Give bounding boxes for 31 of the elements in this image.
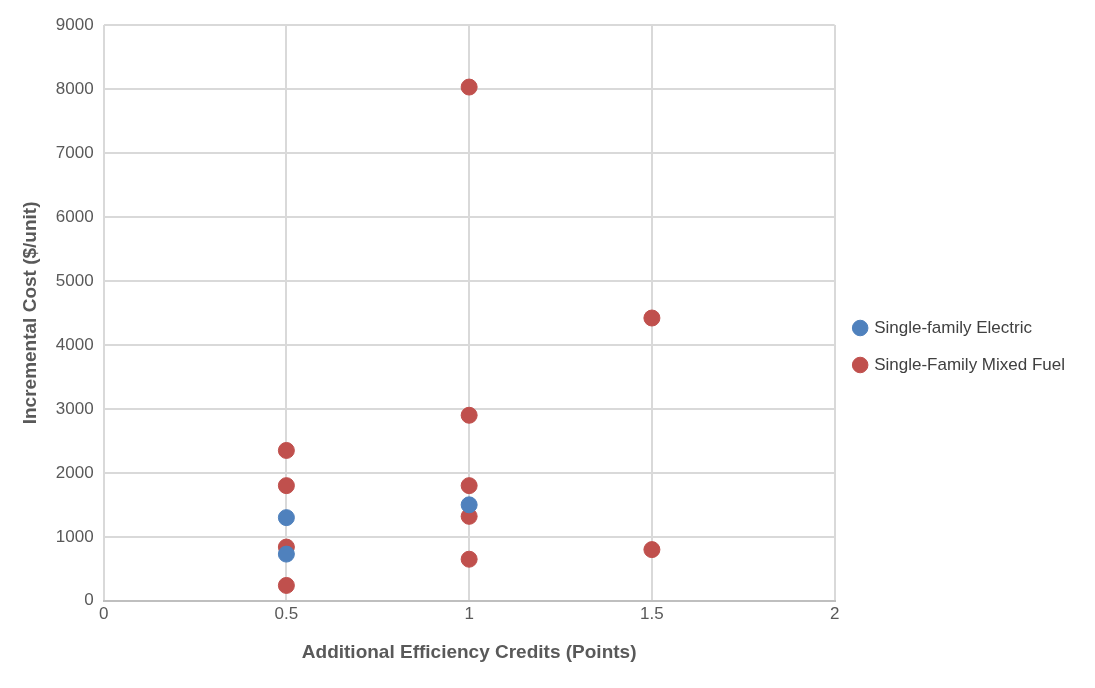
y-tick-label: 0 (84, 590, 94, 610)
y-tick-label: 6000 (55, 206, 94, 226)
y-tick-label: 4000 (55, 334, 94, 354)
x-tick-label: 2 (829, 603, 840, 623)
point (643, 541, 661, 559)
point (643, 309, 661, 327)
y-tick-label: 1000 (55, 526, 94, 546)
y-tick-label: 5000 (55, 270, 94, 290)
x-axis-title: Additional Efficiency Credits (Points) (301, 640, 637, 662)
y-axis-title: Incremental Cost ($/unit) (18, 201, 40, 425)
y-tick-label: 9000 (55, 14, 94, 34)
legend-label: Single-Family Mixed Fuel (874, 354, 1066, 374)
x-tick-label: 0 (98, 603, 109, 623)
point (277, 441, 295, 459)
point (460, 496, 478, 514)
x-tick-label: 1 (464, 603, 474, 623)
y-tick-label: 8000 (55, 78, 94, 98)
legend-label: Single-family Electric (874, 317, 1033, 337)
y-tick-label: 3000 (55, 398, 94, 418)
x-tick-label: 0.5 (274, 603, 299, 623)
point (460, 550, 478, 568)
point (277, 545, 295, 563)
point (460, 477, 478, 495)
y-tick-label: 2000 (55, 462, 94, 482)
point (277, 477, 295, 495)
x-tick-label: 1.5 (640, 603, 664, 623)
point (460, 406, 478, 424)
point (277, 509, 295, 527)
point (277, 576, 295, 594)
y-tick-label: 7000 (55, 142, 94, 162)
point (460, 78, 478, 96)
